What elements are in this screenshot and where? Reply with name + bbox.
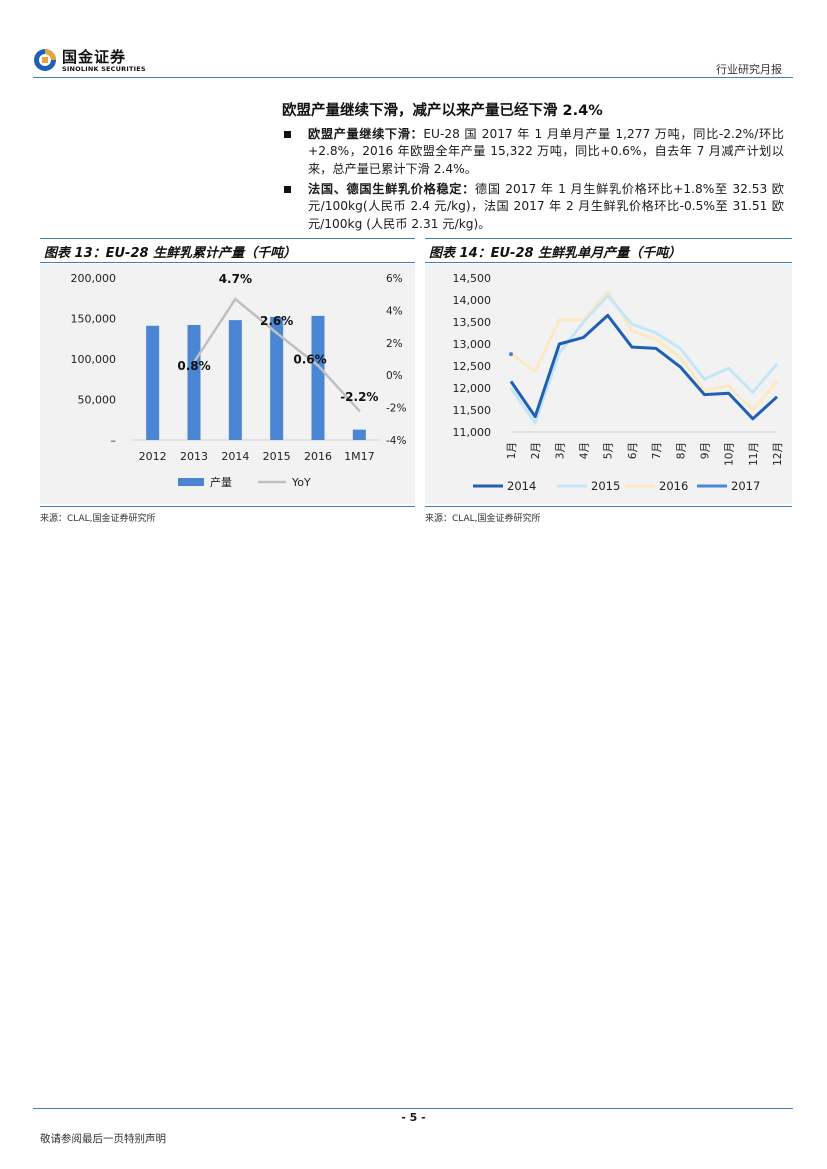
page-number: - 5 - — [401, 1111, 426, 1124]
x-tick-label: 4月 — [579, 442, 591, 459]
figure13-source: 来源：CLAL,国金证券研究所 — [40, 514, 156, 524]
figure13-title: 图表 13：EU-28 生鲜乳累计产量（千吨） — [44, 246, 297, 261]
yoy-point — [316, 364, 320, 367]
figure14-source: 来源：CLAL,国金证券研究所 — [425, 514, 541, 524]
y-tick-label: 150,000 — [71, 313, 117, 326]
x-tick-label: 8月 — [675, 442, 687, 459]
bullet-marker-icon — [284, 186, 291, 193]
y2-tick-label: 2% — [386, 338, 403, 350]
y2-tick-label: -2% — [386, 403, 406, 415]
section-title: 欧盟产量继续下滑，减产以来产量已经下滑 2.4% — [282, 103, 603, 119]
legend-label: 2015 — [591, 479, 620, 493]
bullet-body: EU-28 国 2017 年 1 月单月产量 1,277 万吨，同比-2.2%/… — [308, 127, 784, 176]
header-divider — [33, 77, 793, 78]
y2-tick-label: 6% — [386, 273, 403, 285]
data-label: 2.6% — [260, 314, 293, 328]
yoy-point — [192, 361, 196, 364]
x-tick-label: 2015 — [263, 450, 291, 463]
y-tick-label: 50,000 — [78, 394, 117, 407]
bullet-marker-icon — [284, 131, 291, 138]
y-tick-label: 14,500 — [453, 272, 492, 285]
data-label: 0.6% — [293, 352, 326, 366]
y-tick-label: 14,000 — [453, 294, 492, 307]
bullet-milk-price: 法国、德国生鲜乳价格稳定：德国 2017 年 1 月生鲜乳价格环比+1.8%至 … — [284, 181, 784, 233]
footer-disclaimer: 敬请参阅最后一页特别声明 — [40, 1133, 166, 1145]
bar — [228, 320, 242, 440]
bar — [352, 429, 366, 440]
series-point-2017 — [509, 352, 513, 357]
bullet-heading: 欧盟产量继续下滑： — [308, 127, 424, 141]
legend-label: 产量 — [210, 475, 232, 489]
figure13-top-rule — [40, 238, 415, 239]
footer-divider — [33, 1108, 793, 1109]
yoy-point — [275, 331, 278, 335]
x-tick-label: 2012 — [139, 450, 167, 463]
y-tick-label: 100,000 — [71, 353, 117, 366]
figure14-chart: 11,000 11,500 12,000 12,500 13,000 13,500 14,0… — [453, 272, 785, 493]
x-tick-label: 3月 — [554, 442, 566, 459]
y-tick-label: – — [111, 434, 117, 447]
bullet-heading: 法国、德国生鲜乳价格稳定： — [308, 182, 475, 196]
figure13-title-rule — [40, 262, 415, 263]
figure14-title: 图表 14：EU-28 生鲜乳单月产量（千吨） — [429, 246, 682, 261]
bar — [311, 315, 325, 440]
x-tick-label: 12月 — [772, 442, 784, 466]
y-tick-label: 13,500 — [453, 316, 492, 329]
data-label: 0.8% — [177, 359, 210, 373]
x-tick-label: 10月 — [724, 442, 736, 466]
figure13-chart: – 50,000 100,000 150,000 200,000 -4% -2% 0% 2% 4%… — [71, 272, 407, 489]
series-line-2014 — [509, 313, 779, 421]
legend-label: 2016 — [659, 479, 688, 493]
bar — [146, 325, 160, 440]
y-tick-label: 13,000 — [453, 338, 492, 351]
figure13-bottom-rule — [40, 506, 415, 507]
figure14-chart-area: 11,000 11,500 12,000 12,500 13,000 13,500 14,0… — [425, 264, 792, 504]
x-tick-label: 11月 — [748, 442, 760, 466]
x-tick-label: 2016 — [304, 450, 332, 463]
data-label: -2.2% — [340, 390, 378, 404]
x-tick-label: 2014 — [221, 450, 249, 463]
x-tick-label: 6月 — [627, 442, 639, 459]
yoy-point — [358, 409, 361, 413]
series-line-2016 — [510, 289, 779, 412]
x-tick-label: 5月 — [603, 442, 615, 459]
legend-label: 2017 — [731, 479, 760, 493]
data-label: 4.7% — [219, 272, 252, 286]
series-line-2015 — [509, 294, 779, 425]
logo-icon — [34, 49, 56, 71]
x-tick-label: 7月 — [651, 442, 663, 459]
bullet-eu-production: 欧盟产量继续下滑：EU-28 国 2017 年 1 月单月产量 1,277 万吨… — [284, 126, 784, 178]
y-tick-label: 200,000 — [71, 272, 117, 285]
figure14-bottom-rule — [425, 506, 792, 507]
logo-text-cn: 国金证券 — [62, 48, 127, 66]
x-tick-label: 1M17 — [344, 450, 375, 463]
x-tick-label: 9月 — [699, 442, 711, 459]
yoy-point — [234, 297, 237, 301]
report-type: 行业研究月报 — [716, 63, 782, 76]
y-tick-label: 12,500 — [453, 360, 492, 373]
y-tick-label: 11,500 — [453, 404, 492, 417]
legend-label: 2014 — [507, 479, 536, 493]
bullet-body: 德国 2017 年 1 月生鲜乳价格环比+1.8%至 32.53 欧元/100k… — [308, 182, 784, 231]
logo-text-en: SINOLINK SECURITIES — [62, 65, 146, 73]
y2-tick-label: -4% — [386, 435, 406, 447]
y-tick-label: 12,000 — [453, 382, 492, 395]
x-tick-label: 2013 — [180, 450, 208, 463]
x-tick-label: 2月 — [530, 442, 542, 459]
x-tick-label: 1月 — [506, 442, 518, 459]
legend-label: YoY — [291, 476, 311, 489]
figure14-title-rule — [425, 262, 792, 263]
bar — [270, 316, 284, 440]
y2-tick-label: 4% — [386, 305, 403, 317]
y-tick-label: 11,000 — [453, 426, 492, 439]
bar — [187, 324, 201, 440]
legend-swatch-bar — [178, 478, 204, 486]
figure14-top-rule — [425, 238, 792, 239]
figure13-chart-area: – 50,000 100,000 150,000 200,000 -4% -2% 0% 2% 4%… — [40, 264, 415, 504]
y2-tick-label: 0% — [386, 370, 403, 382]
